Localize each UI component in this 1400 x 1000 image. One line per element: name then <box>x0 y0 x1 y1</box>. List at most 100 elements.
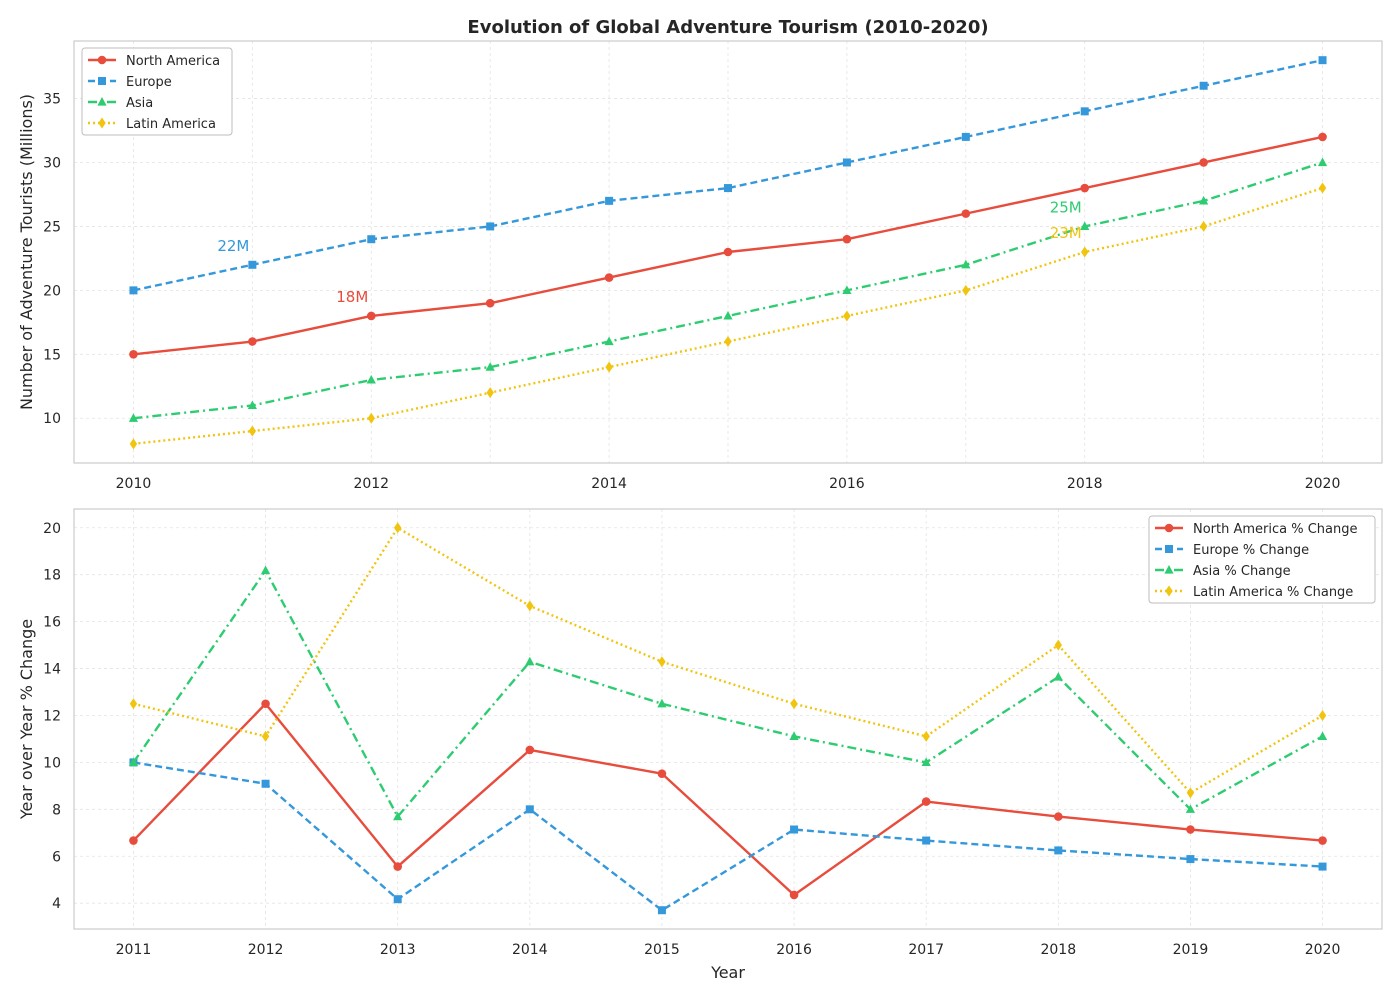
y-tick-label: 4 <box>52 896 61 912</box>
legend-entry: North America <box>126 54 220 69</box>
data-point <box>129 350 138 359</box>
x-tick-label: 2020 <box>1305 476 1341 492</box>
data-point <box>1317 731 1328 740</box>
series-latin-america-change <box>129 522 1327 799</box>
data-point <box>1185 804 1196 813</box>
data-point <box>961 259 971 269</box>
data-point <box>843 310 851 322</box>
data-point <box>790 825 799 834</box>
chart-title: Evolution of Global Adventure Tourism (2… <box>467 17 988 38</box>
annotation-label: 25M <box>1050 198 1082 216</box>
x-tick-label: 2015 <box>644 942 680 958</box>
gridlines <box>74 41 1382 463</box>
data-point <box>921 757 931 767</box>
series-europe <box>129 56 1327 295</box>
x-tick-label: 2014 <box>591 476 627 492</box>
data-point <box>1199 158 1208 167</box>
data-point <box>1186 825 1195 834</box>
plot-frame <box>73 508 1383 930</box>
y-tick-label: 15 <box>43 347 61 363</box>
data-point <box>393 522 402 534</box>
legend: North America Europe Asia Latin America <box>81 47 233 136</box>
data-point <box>1081 246 1089 258</box>
x-tick-label: 2017 <box>908 942 944 958</box>
data-point <box>657 769 667 778</box>
series-line <box>133 526 1324 795</box>
annotation-label: 18M <box>336 288 368 306</box>
data-point <box>604 273 614 282</box>
x-tick-label: 2011 <box>116 942 152 958</box>
x-tick-label: 2019 <box>1173 942 1209 958</box>
data-point <box>1318 862 1327 871</box>
data-point <box>366 374 376 384</box>
data-point <box>1318 836 1327 845</box>
data-point <box>526 600 534 612</box>
legend-swatch-marker <box>1164 565 1174 574</box>
x-tick-label: 2014 <box>512 942 548 958</box>
y-tick-label: 8 <box>52 802 61 818</box>
data-point <box>1318 182 1327 194</box>
data-point <box>724 336 732 348</box>
data-point <box>961 132 970 141</box>
data-point <box>723 310 733 320</box>
legend-entry: Europe % Change <box>1193 543 1309 558</box>
legend-entry: Latin America <box>126 117 216 132</box>
data-point <box>247 400 257 410</box>
data-point <box>261 779 270 788</box>
data-point <box>723 247 733 257</box>
data-point <box>658 656 666 668</box>
data-point <box>842 285 852 294</box>
data-point <box>1054 639 1063 651</box>
data-point <box>393 862 402 871</box>
data-point <box>525 805 534 814</box>
series-latin-america <box>129 182 1327 450</box>
data-point <box>128 413 139 422</box>
series-line <box>133 761 1323 912</box>
x-tick-label: 2012 <box>353 476 389 492</box>
data-point <box>261 730 270 742</box>
data-point <box>1199 81 1208 90</box>
data-point <box>724 184 732 193</box>
series-line <box>132 569 1324 818</box>
y-tick-label: 6 <box>52 849 61 865</box>
legend-swatch-marker <box>98 117 106 129</box>
data-point <box>485 298 495 308</box>
series-north-america-change <box>129 699 1327 900</box>
data-point <box>486 387 494 399</box>
data-point <box>1080 107 1089 116</box>
data-point <box>1318 132 1327 142</box>
data-point <box>921 797 931 806</box>
x-tick-label: 2018 <box>1067 476 1103 492</box>
data-point <box>486 222 495 231</box>
legend-swatch-marker <box>97 55 107 65</box>
data-point <box>129 438 138 450</box>
data-point <box>789 890 799 900</box>
data-point <box>393 895 402 904</box>
data-point <box>525 656 535 666</box>
y-axis-label: Number of Adventure Tourists (Millions) <box>17 94 36 410</box>
data-point <box>605 196 614 205</box>
x-tick-label: 2016 <box>776 942 812 958</box>
series-line <box>132 702 1323 897</box>
data-point <box>605 361 613 373</box>
subplot-2: 4 6 8 10 12 14 16 18 20 2011 2012 2013 2014 2015 2016 2… <box>17 508 1383 982</box>
y-tick-label: 30 <box>43 155 61 171</box>
data-point <box>485 362 495 371</box>
series-line <box>133 161 1323 420</box>
data-point <box>961 209 971 218</box>
legend-swatch-marker <box>1164 523 1174 533</box>
data-point <box>1054 846 1063 855</box>
data-point <box>129 698 138 710</box>
y-tick-label: 20 <box>43 283 61 299</box>
data-point <box>129 286 138 295</box>
data-point <box>248 425 257 437</box>
data-point <box>1317 157 1328 167</box>
data-point <box>922 730 930 742</box>
data-point <box>1318 709 1327 721</box>
data-point <box>789 731 799 740</box>
data-point <box>129 836 138 845</box>
series-line <box>133 59 1323 292</box>
y-tick-label: 16 <box>43 615 61 631</box>
